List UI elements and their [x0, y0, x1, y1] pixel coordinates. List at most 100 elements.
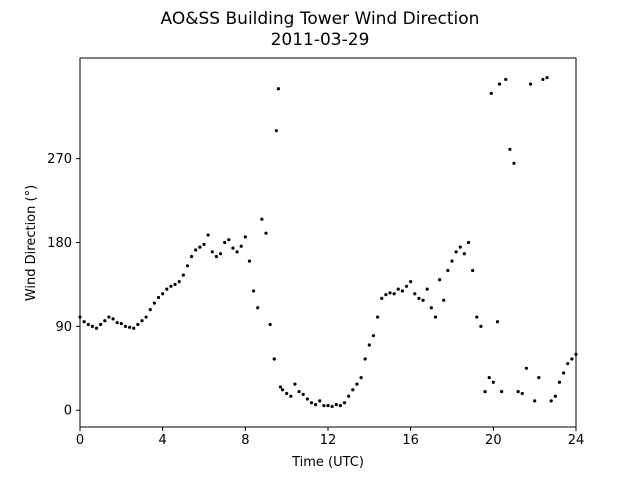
data-point	[177, 280, 181, 284]
data-point	[268, 322, 272, 327]
data-point	[491, 380, 495, 384]
data-point	[433, 315, 438, 319]
chart-title: AO&SS Building Tower Wind Direction	[161, 9, 480, 29]
x-tick-label: 4	[159, 433, 167, 448]
data-point	[495, 320, 500, 324]
data-point	[347, 394, 351, 398]
data-point	[413, 292, 417, 296]
data-point	[450, 259, 454, 263]
data-point	[190, 254, 194, 259]
data-point	[214, 254, 218, 259]
data-point	[483, 389, 487, 394]
data-point	[429, 306, 433, 310]
data-point	[115, 321, 119, 325]
data-point	[318, 399, 322, 403]
data-point	[471, 268, 475, 273]
data-point	[309, 401, 314, 405]
data-point	[355, 382, 359, 386]
data-point	[454, 250, 458, 254]
data-point	[285, 391, 289, 396]
data-point	[553, 394, 557, 398]
y-axis-label: Wind Direction (°)	[24, 185, 39, 301]
data-point	[152, 301, 156, 305]
data-point	[210, 250, 214, 254]
x-axis-label: Time (UTC)	[291, 455, 364, 470]
x-tick-label: 8	[241, 433, 249, 448]
data-point	[497, 82, 502, 86]
data-point	[326, 403, 330, 408]
data-point	[338, 403, 342, 408]
data-point	[388, 291, 392, 295]
data-point	[305, 397, 309, 401]
data-points	[78, 75, 578, 409]
data-point	[128, 325, 132, 329]
data-point	[466, 240, 471, 245]
data-point	[417, 296, 421, 301]
data-point	[516, 389, 520, 394]
data-point	[359, 376, 363, 380]
x-axis-ticks: 0 4 8 12 16 20 24	[76, 427, 584, 448]
data-point	[371, 334, 376, 338]
data-point	[264, 231, 268, 235]
data-point	[322, 403, 326, 408]
data-point	[247, 259, 252, 263]
data-point	[156, 295, 161, 300]
x-tick-label: 0	[76, 433, 84, 448]
data-point	[533, 399, 537, 403]
data-point	[500, 389, 504, 394]
data-point	[119, 321, 123, 326]
chart-subtitle: 2011-03-29	[271, 30, 370, 50]
data-point	[231, 246, 235, 250]
data-point	[458, 245, 462, 249]
data-point	[289, 394, 293, 398]
y-tick-label: 270	[47, 152, 72, 167]
data-point	[566, 362, 570, 366]
data-point	[487, 376, 491, 380]
data-point	[404, 284, 409, 288]
data-point	[400, 289, 404, 293]
data-point	[82, 320, 86, 324]
data-point	[334, 403, 338, 407]
data-point	[144, 315, 148, 319]
data-point	[181, 273, 185, 277]
data-point	[297, 389, 301, 394]
data-point	[504, 77, 508, 82]
data-point	[562, 371, 566, 375]
data-point	[545, 75, 549, 80]
x-tick-label: 16	[402, 433, 419, 448]
data-point	[206, 233, 210, 237]
data-point	[103, 319, 107, 323]
data-point	[330, 404, 334, 409]
data-point	[520, 391, 524, 396]
data-point	[235, 250, 239, 254]
data-point	[392, 292, 396, 296]
data-point	[409, 280, 413, 284]
data-point	[363, 357, 367, 361]
data-point	[260, 217, 264, 221]
data-point	[136, 322, 140, 327]
data-point	[421, 298, 425, 302]
data-point	[94, 326, 99, 330]
data-point	[508, 147, 512, 151]
data-point	[276, 87, 280, 91]
data-point	[512, 161, 516, 165]
data-point	[446, 268, 450, 273]
data-point	[376, 315, 380, 319]
data-point	[384, 293, 388, 297]
y-tick-label: 180	[47, 236, 72, 251]
data-point	[223, 240, 227, 245]
data-point	[475, 315, 479, 319]
y-tick-label: 90	[55, 320, 72, 335]
data-point	[252, 289, 256, 293]
x-tick-label: 12	[320, 433, 337, 448]
data-point	[148, 307, 152, 312]
data-point	[243, 235, 247, 239]
data-point	[107, 315, 111, 319]
data-point	[314, 403, 318, 407]
data-point	[537, 376, 541, 380]
y-axis-ticks: 0 90 180 270	[47, 152, 80, 419]
data-point	[528, 82, 533, 86]
data-point	[442, 298, 446, 302]
data-point	[140, 319, 144, 323]
